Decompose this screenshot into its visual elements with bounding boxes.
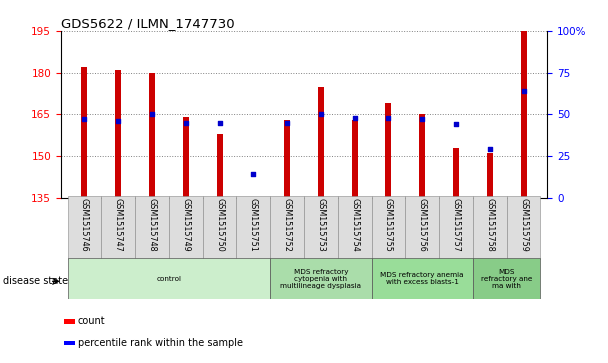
Text: GSM1515753: GSM1515753 bbox=[316, 198, 325, 252]
Text: GSM1515758: GSM1515758 bbox=[485, 198, 494, 252]
Bar bbox=[115, 70, 121, 198]
Bar bbox=[67, 258, 270, 299]
Text: MDS refractory
cytopenia with
multilineage dysplasia: MDS refractory cytopenia with multilinea… bbox=[280, 269, 361, 289]
Bar bbox=[135, 196, 169, 260]
Bar bbox=[473, 196, 506, 260]
Point bbox=[215, 120, 224, 126]
Bar bbox=[520, 31, 527, 198]
Point bbox=[485, 147, 495, 152]
Text: control: control bbox=[156, 276, 181, 282]
Bar bbox=[385, 103, 392, 198]
Bar bbox=[506, 196, 541, 260]
Bar bbox=[318, 86, 324, 198]
Bar bbox=[453, 148, 459, 198]
Text: GSM1515747: GSM1515747 bbox=[114, 198, 123, 252]
Text: GDS5622 / ILMN_1747730: GDS5622 / ILMN_1747730 bbox=[61, 17, 235, 30]
Text: percentile rank within the sample: percentile rank within the sample bbox=[78, 338, 243, 348]
Bar bbox=[202, 196, 237, 260]
Point bbox=[451, 122, 461, 127]
Bar bbox=[169, 196, 202, 260]
Text: GSM1515750: GSM1515750 bbox=[215, 198, 224, 252]
Text: MDS
refractory ane
ma with: MDS refractory ane ma with bbox=[481, 269, 533, 289]
Point bbox=[384, 115, 393, 121]
Bar bbox=[351, 120, 358, 198]
Text: GSM1515749: GSM1515749 bbox=[181, 198, 190, 252]
Bar bbox=[439, 196, 473, 260]
Bar bbox=[419, 114, 425, 198]
Point bbox=[147, 111, 157, 117]
Bar bbox=[270, 258, 371, 299]
Bar bbox=[102, 196, 135, 260]
Point bbox=[316, 111, 326, 117]
Text: MDS refractory anemia
with excess blasts-1: MDS refractory anemia with excess blasts… bbox=[381, 272, 464, 285]
Bar bbox=[473, 258, 541, 299]
Bar bbox=[67, 196, 102, 260]
Bar bbox=[149, 73, 155, 198]
Text: disease state: disease state bbox=[3, 276, 68, 286]
Bar bbox=[406, 196, 439, 260]
Point bbox=[519, 88, 528, 94]
Text: GSM1515751: GSM1515751 bbox=[249, 198, 258, 252]
Point bbox=[113, 118, 123, 124]
Text: GSM1515752: GSM1515752 bbox=[283, 198, 292, 252]
Bar bbox=[237, 196, 270, 260]
Text: GSM1515756: GSM1515756 bbox=[418, 198, 427, 252]
Point bbox=[80, 117, 89, 122]
Bar bbox=[183, 117, 189, 198]
Point bbox=[350, 115, 359, 121]
Bar bbox=[304, 196, 338, 260]
Text: GSM1515755: GSM1515755 bbox=[384, 198, 393, 252]
Point bbox=[282, 120, 292, 126]
Bar bbox=[216, 134, 223, 198]
Bar bbox=[81, 67, 88, 198]
Bar bbox=[284, 120, 290, 198]
Point bbox=[181, 120, 191, 126]
Text: GSM1515759: GSM1515759 bbox=[519, 198, 528, 252]
Text: count: count bbox=[78, 316, 105, 326]
Text: GSM1515746: GSM1515746 bbox=[80, 198, 89, 252]
Point bbox=[417, 117, 427, 122]
Bar bbox=[338, 196, 371, 260]
Text: GSM1515757: GSM1515757 bbox=[452, 198, 460, 252]
Bar bbox=[487, 153, 493, 198]
Bar bbox=[270, 196, 304, 260]
Text: GSM1515748: GSM1515748 bbox=[148, 198, 156, 252]
Bar bbox=[371, 258, 473, 299]
Point bbox=[249, 172, 258, 178]
Bar bbox=[371, 196, 406, 260]
Text: GSM1515754: GSM1515754 bbox=[350, 198, 359, 252]
